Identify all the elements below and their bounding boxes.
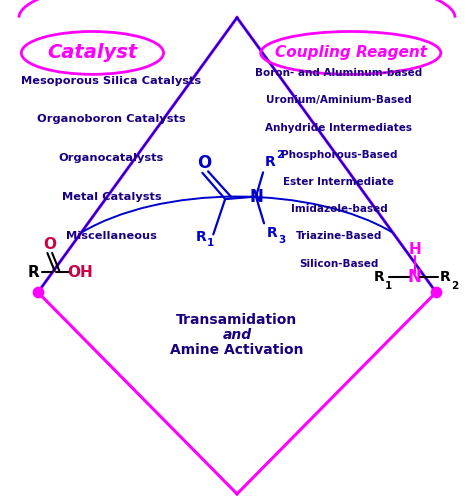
- Point: [34, 288, 42, 296]
- Text: Uronium/Aminium-Based: Uronium/Aminium-Based: [266, 95, 412, 105]
- Point: [432, 288, 440, 296]
- Text: O: O: [44, 237, 57, 252]
- Text: Amine Activation: Amine Activation: [170, 343, 304, 357]
- Text: Silicon-Based: Silicon-Based: [299, 259, 379, 269]
- Text: Mesoporous Silica Catalysts: Mesoporous Silica Catalysts: [21, 76, 201, 86]
- Text: 1: 1: [384, 281, 392, 291]
- Text: Phosphorous-Based: Phosphorous-Based: [281, 150, 397, 160]
- Text: 1: 1: [207, 238, 215, 248]
- Text: Miscellaneous: Miscellaneous: [66, 231, 157, 241]
- Text: Organocatalysts: Organocatalysts: [59, 153, 164, 163]
- Text: N: N: [408, 268, 422, 286]
- Text: Transamidation: Transamidation: [176, 313, 298, 327]
- Text: OH: OH: [68, 265, 93, 280]
- Text: R: R: [27, 265, 39, 280]
- Text: Triazine-Based: Triazine-Based: [296, 231, 382, 241]
- Text: R: R: [374, 270, 384, 284]
- Text: Anhydride Intermediates: Anhydride Intermediates: [265, 122, 412, 133]
- Text: H: H: [409, 242, 421, 257]
- Text: Imidazole-based: Imidazole-based: [291, 204, 387, 214]
- Text: R: R: [267, 226, 278, 240]
- Text: N: N: [249, 187, 263, 206]
- Text: R: R: [440, 270, 451, 284]
- Text: R: R: [265, 155, 275, 169]
- Text: Organoboron Catalysts: Organoboron Catalysts: [37, 114, 186, 124]
- Text: O: O: [197, 154, 211, 172]
- Text: Coupling Reagent: Coupling Reagent: [275, 45, 427, 60]
- Text: R: R: [196, 230, 207, 244]
- Text: Boron- and Aluminum-based: Boron- and Aluminum-based: [255, 68, 422, 78]
- Text: 2: 2: [451, 281, 459, 291]
- Text: Catalyst: Catalyst: [47, 43, 137, 62]
- Text: 3: 3: [278, 235, 286, 245]
- Text: 2: 2: [276, 150, 283, 160]
- Text: and: and: [222, 328, 252, 342]
- Text: Ester Intermediate: Ester Intermediate: [283, 177, 394, 187]
- Text: Metal Catalysts: Metal Catalysts: [62, 192, 161, 202]
